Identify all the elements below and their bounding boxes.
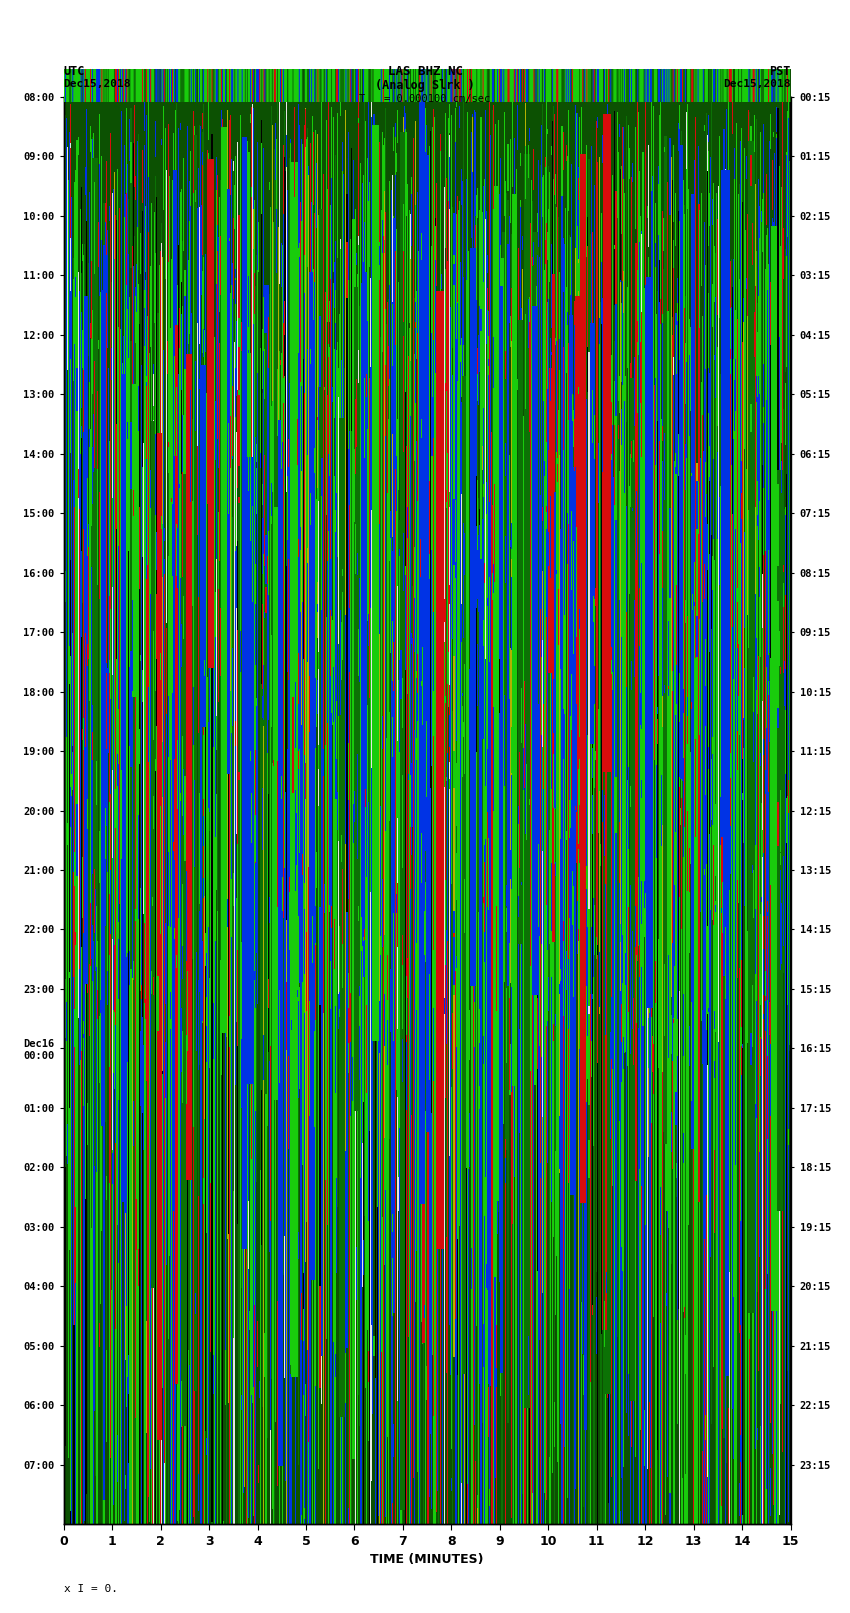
Text: (Analog Slrk ): (Analog Slrk ): [375, 79, 475, 92]
Text: x I = 0.: x I = 0.: [64, 1584, 118, 1594]
Text: UTC: UTC: [64, 65, 85, 77]
Text: T   = 0.000100 cm/sec: T = 0.000100 cm/sec: [360, 94, 490, 103]
Text: LAS BHZ NC: LAS BHZ NC: [388, 65, 462, 77]
Text: Dec15,2018: Dec15,2018: [723, 79, 791, 89]
Text: PST: PST: [769, 65, 790, 77]
X-axis label: TIME (MINUTES): TIME (MINUTES): [371, 1553, 484, 1566]
Text: Dec15,2018: Dec15,2018: [64, 79, 131, 89]
